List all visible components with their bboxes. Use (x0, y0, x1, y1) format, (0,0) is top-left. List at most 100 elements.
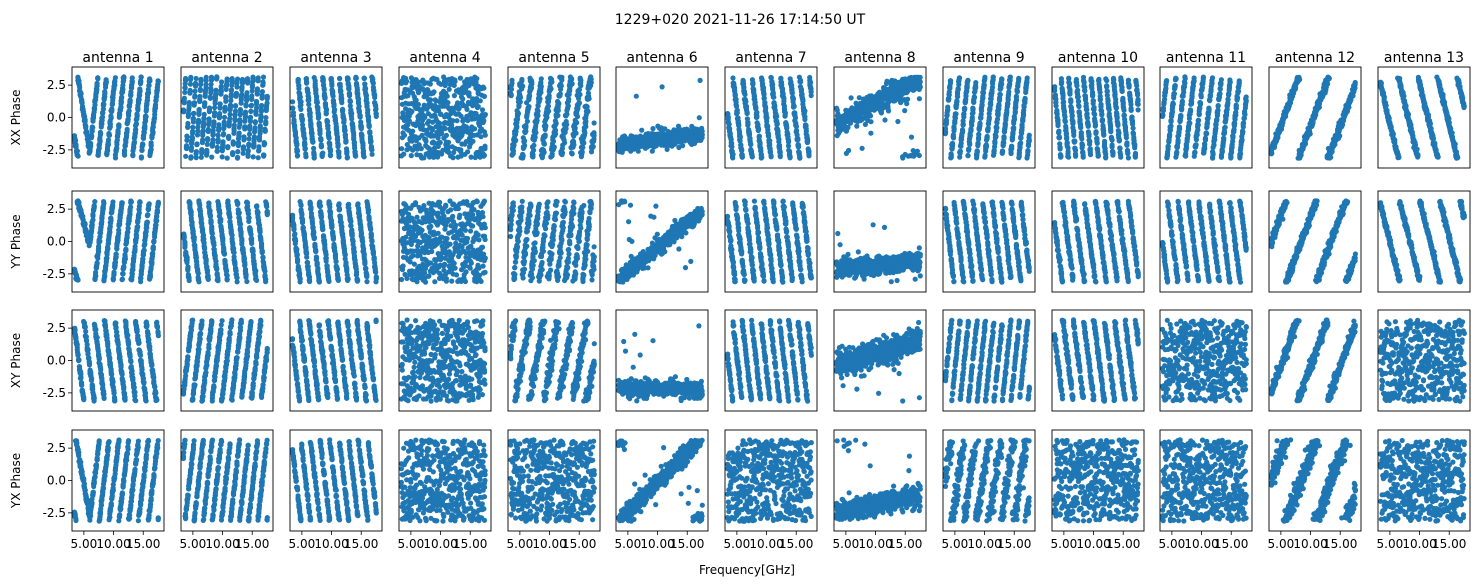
data-point (993, 133, 999, 140)
data-point (961, 111, 967, 118)
data-point (992, 139, 998, 145)
data-point (1135, 92, 1141, 98)
data-point (306, 95, 312, 101)
data-point (745, 119, 751, 125)
data-point (351, 134, 357, 140)
data-point (215, 139, 221, 145)
data-point (559, 150, 566, 156)
data-point (996, 103, 1002, 109)
data-point (1123, 135, 1129, 141)
data-point (782, 110, 789, 116)
data-point (524, 118, 531, 124)
data-point (1075, 87, 1081, 93)
data-point (431, 89, 437, 95)
data-point (1133, 77, 1139, 83)
data-point (147, 78, 153, 84)
data-point (750, 81, 756, 87)
data-point (947, 78, 954, 84)
data-point (754, 109, 760, 116)
data-point (966, 139, 972, 145)
data-point (253, 101, 260, 107)
data-point (206, 122, 212, 128)
data-point (776, 136, 782, 142)
data-point (196, 107, 202, 113)
data-point (973, 85, 979, 91)
data-point (206, 105, 213, 111)
data-point (443, 132, 449, 138)
data-point (508, 93, 514, 99)
data-point (635, 148, 641, 154)
data-point (192, 88, 198, 94)
data-point (245, 80, 251, 86)
data-point (235, 76, 241, 82)
data-point (680, 143, 686, 149)
data-point (71, 133, 77, 139)
data-point (187, 89, 193, 95)
data-point (359, 135, 365, 141)
data-point (464, 106, 470, 112)
data-point (986, 116, 992, 122)
data-point (1075, 99, 1081, 105)
data-point (982, 74, 988, 80)
data-point (460, 96, 466, 102)
data-point (1068, 98, 1074, 104)
data-point (192, 94, 198, 100)
data-point (150, 129, 156, 135)
data-point (659, 84, 665, 90)
data-point (232, 108, 239, 114)
data-point (127, 99, 133, 105)
data-point (437, 120, 443, 126)
data-point (730, 75, 736, 81)
data-point (1004, 109, 1010, 115)
data-point (916, 96, 923, 102)
data-point (1076, 103, 1082, 110)
data-point (741, 81, 747, 87)
data-point (515, 111, 522, 117)
data-point (189, 130, 196, 136)
data-point (517, 99, 523, 105)
data-point (806, 153, 812, 159)
data-point (1104, 78, 1110, 84)
data-point (1164, 151, 1171, 157)
data-point (437, 139, 443, 146)
data-point (96, 145, 102, 151)
data-point (1112, 92, 1118, 98)
data-point (246, 131, 253, 137)
data-point (210, 130, 216, 136)
data-point (186, 102, 192, 108)
data-point (1053, 99, 1059, 105)
data-point (1099, 117, 1106, 123)
data-point (114, 145, 120, 151)
scatter-points (71, 74, 161, 161)
data-point (781, 103, 788, 109)
data-point (248, 108, 254, 114)
data-point (373, 113, 379, 119)
data-point (234, 84, 240, 90)
data-point (109, 102, 115, 108)
data-point (152, 111, 158, 118)
data-point (789, 89, 795, 95)
data-point (1182, 80, 1188, 86)
data-point (742, 91, 748, 98)
data-point (91, 106, 98, 113)
data-point (805, 137, 811, 143)
data-point (530, 154, 536, 160)
data-point (211, 119, 217, 125)
data-point (222, 105, 228, 111)
data-point (92, 102, 98, 108)
data-point (1094, 135, 1100, 142)
data-point (316, 121, 322, 127)
data-point (251, 135, 258, 141)
data-point (997, 91, 1003, 98)
data-point (802, 108, 808, 114)
data-point (362, 86, 369, 92)
data-point (357, 112, 363, 119)
data-point (314, 98, 320, 104)
data-point (344, 154, 351, 160)
data-point (727, 126, 733, 132)
data-point (510, 151, 516, 157)
data-point (118, 104, 124, 110)
data-point (992, 144, 998, 150)
data-point (180, 107, 187, 113)
